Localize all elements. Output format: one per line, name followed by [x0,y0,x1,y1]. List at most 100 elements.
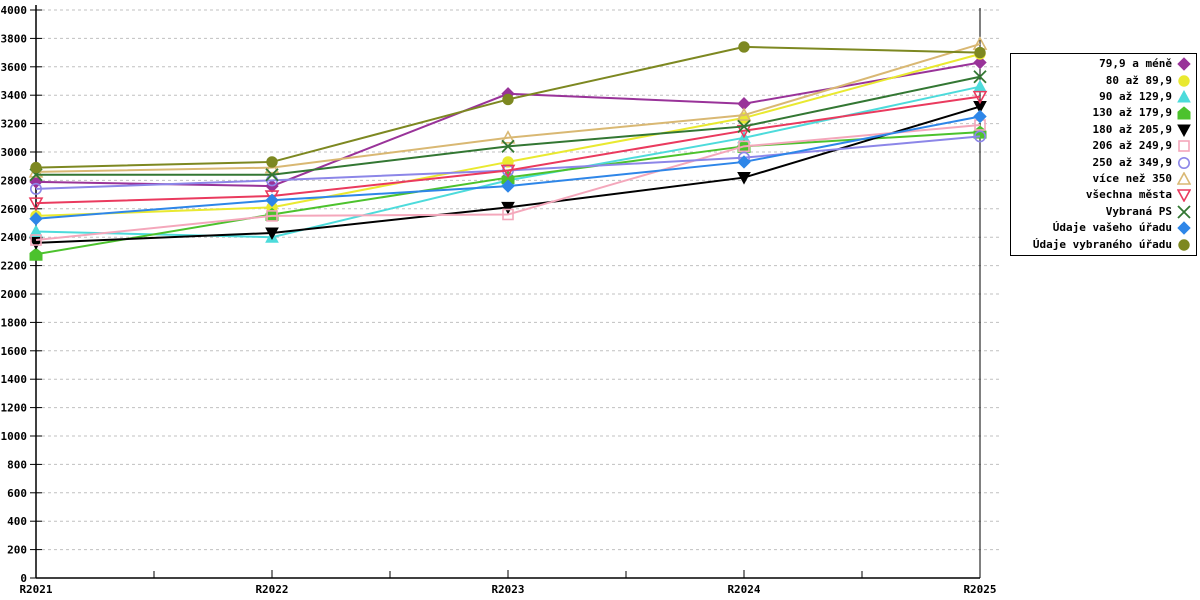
series-marker [972,90,988,105]
series-marker [501,201,515,215]
series-marker [502,93,514,106]
x-axis-label: R2024 [727,583,760,596]
legend-label: 90 až 129,9 [1099,90,1172,104]
x-axis-label: R2021 [19,583,52,596]
square-marker-icon [1178,140,1190,153]
legend-item: Údaje vybraného úřadu [1016,238,1191,252]
x-axis-label: R2025 [963,583,996,596]
series-marker [738,140,750,153]
series-marker [974,46,986,59]
series-marker [500,130,516,144]
series-marker [500,164,516,179]
legend-label: 130 až 179,9 [1092,106,1172,120]
y-axis-label: 2600 [1,203,28,216]
legend-label: 206 až 249,9 [1092,139,1172,153]
legend-item: všechna města [1016,188,1191,203]
series-marker [29,212,43,226]
pentagon-marker-icon [1177,106,1191,120]
legend: 79,9 a méně 80 až 89,9 90 až 129,9 130 až 1… [1010,53,1197,256]
series-marker [737,172,751,185]
legend-item: 206 až 249,9 [1016,139,1191,153]
legend-item: 79,9 a méně [1016,57,1191,71]
series-7 [28,36,988,178]
series-4 [29,101,987,250]
series-marker [30,234,42,246]
series-marker [264,159,280,174]
legend-label: Vybraná PS [1105,204,1172,218]
series-11 [30,41,986,174]
series-marker [264,190,280,204]
series-marker [265,168,279,182]
y-axis-label: 3400 [1,89,28,102]
triangle-up-marker-icon [1177,172,1191,185]
series-marker [502,208,514,221]
circle-marker-icon [1178,156,1190,169]
y-axis-label: 200 [7,544,27,557]
y-axis-label: 3200 [1,118,28,131]
legend-item: Údaje vašeho úřadu [1016,221,1191,235]
legend-label: více než 350 [1092,172,1172,186]
legend-label: 80 až 89,9 [1105,73,1172,87]
diamond-marker-icon [1177,57,1191,71]
series-marker [737,155,751,169]
y-axis-label: 4000 [1,4,28,17]
y-axis-label: 3000 [1,146,28,159]
legend-label: 250 až 349,9 [1092,155,1172,169]
series-marker [29,182,42,195]
y-axis-label: 2200 [1,260,28,273]
diamond-marker-icon [1177,221,1191,235]
y-axis-label: 3600 [1,61,28,74]
triangle-down-marker-icon [1177,189,1191,203]
series-line [35,95,981,205]
circle-marker-icon [1178,156,1190,169]
series-marker [501,139,515,153]
series-1 [30,48,986,222]
x-axis-label: R2023 [491,583,524,596]
triangle-down-marker-icon [1177,124,1191,137]
series-line [35,124,981,242]
y-axis-label: 600 [7,487,27,500]
series-line [35,43,981,173]
circle-marker-icon [1178,74,1190,87]
diamond-marker-icon [1177,221,1191,235]
series-9 [29,70,987,182]
circle-marker-icon [1178,74,1190,87]
series-marker [737,119,751,134]
y-axis-label: 2000 [1,288,28,301]
series-8 [28,90,988,211]
series-marker [29,224,43,238]
series-marker [736,107,752,121]
legend-label: 180 až 205,9 [1092,122,1172,136]
series-marker [266,156,278,168]
y-axis-label: 400 [7,515,27,528]
legend-item: více než 350 [1016,172,1191,186]
y-axis-label: 2400 [1,231,28,244]
x-marker-icon [1177,205,1191,219]
series-marker [501,179,515,193]
series-marker [738,41,750,53]
y-axis-label: 2800 [1,174,28,187]
series-marker [973,130,986,143]
legend-item: 130 až 179,9 [1016,106,1191,120]
y-axis-label: 3800 [1,32,28,45]
series-marker [973,109,987,124]
triangle-down-marker-icon [1177,124,1191,137]
legend-item: 90 až 129,9 [1016,90,1191,104]
legend-label: 79,9 a méně [1099,57,1172,71]
y-axis-label: 1000 [1,430,28,443]
series-marker [973,79,987,93]
circle-marker-icon [1178,238,1190,251]
y-axis-label: 1600 [1,345,28,358]
y-axis-label: 800 [7,458,27,471]
series-marker [266,210,278,222]
series-10 [29,109,987,226]
y-axis-label: 0 [20,572,27,585]
series-marker [29,247,43,261]
legend-label: všechna města [1085,188,1172,202]
legend-item: 250 až 349,9 [1016,156,1191,170]
series-marker [28,197,44,211]
y-axis-label: 1400 [1,373,28,386]
x-axis-label: R2022 [255,583,288,596]
square-marker-icon [1178,140,1190,153]
